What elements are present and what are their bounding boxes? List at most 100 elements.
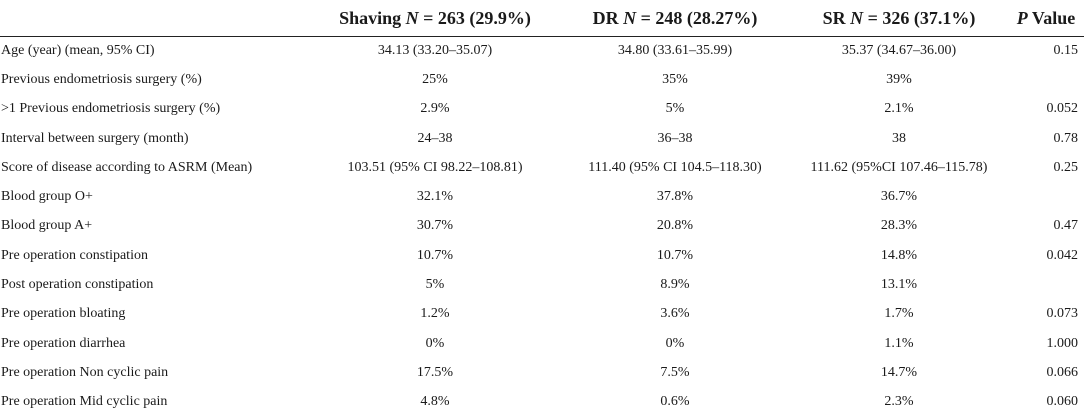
cell-sr: 14.8% [880, 247, 918, 263]
table-row: Blood group A+ 30.7% 20.8% 28.3% 0.47 [0, 212, 1084, 241]
cell-dr: 10.7% [656, 247, 694, 263]
header-row: Shaving N = 263 (29.9%) DR N = 248 (28.2… [0, 0, 1084, 36]
table-body: Age (year) (mean, 95% CI) 34.13 (33.20–35… [0, 36, 1084, 417]
header-shaving-count: = 263 (29.9%) [418, 7, 531, 28]
cell-dr: 7.5% [660, 364, 690, 380]
cell-sr: 13.1% [880, 277, 918, 293]
cell-p-value: 0.052 [1046, 101, 1079, 117]
cell-p-value [1008, 270, 1084, 299]
cell-shaving: 4.8% [420, 394, 450, 410]
cell-p-value: 0.073 [1046, 306, 1079, 322]
table-row: Interval between surgery (month) 24–38 36–… [0, 124, 1084, 153]
row-label: Pre operation Non cyclic pain [1, 364, 169, 380]
cell-dr: 36–38 [657, 130, 693, 146]
header-shaving-name: Shaving [339, 7, 402, 28]
cell-p-value: 0.78 [1053, 130, 1079, 146]
header-empty-cell [0, 0, 310, 36]
cell-p-value [1008, 65, 1084, 94]
header-dr-n: N [623, 7, 637, 28]
cell-dr: 34.80 (33.61–35.99) [617, 42, 733, 58]
cell-dr: 35% [662, 71, 688, 87]
table-row: Pre operation Mid cyclic pain 4.8% 0.6% 2.3… [0, 388, 1084, 417]
row-label: Age (year) (mean, 95% CI) [1, 42, 155, 58]
table-row: Previous endometriosis surgery (%) 25% 35%… [0, 65, 1084, 94]
row-label: Interval between surgery (month) [1, 130, 189, 146]
row-label: Post operation constipation [1, 277, 154, 293]
cell-sr: 1.7% [884, 306, 914, 322]
cell-p-value: 0.066 [1046, 364, 1079, 380]
table-row: Age (year) (mean, 95% CI) 34.13 (33.20–35… [0, 36, 1084, 65]
cell-p-value [1008, 182, 1084, 211]
table-row: Pre operation constipation 10.7% 10.7% 14.8… [0, 241, 1084, 270]
cell-dr: 111.40 (95% CI 104.5–118.30) [588, 159, 762, 175]
row-label: Blood group O+ [1, 189, 93, 205]
table-row: >1 Previous endometriosis surgery (%) 2.9… [0, 95, 1084, 124]
table-row: Pre operation bloating 1.2% 3.6% 1.7% 0.073 [0, 300, 1084, 329]
header-dr-name: DR [592, 7, 619, 28]
cell-shaving: 0% [425, 335, 445, 351]
cell-dr: 20.8% [656, 218, 694, 234]
cell-dr: 0.6% [660, 394, 690, 410]
header-shaving-n: N [405, 7, 419, 28]
row-label: Pre operation Mid cyclic pain [1, 394, 168, 410]
header-p-letter: P [1016, 7, 1028, 28]
cell-shaving: 30.7% [416, 218, 454, 234]
table-row: Post operation constipation 5% 8.9% 13.1% [0, 270, 1084, 299]
cell-dr: 0% [665, 335, 685, 351]
cell-sr: 14.7% [880, 364, 918, 380]
cell-sr: 35.37 (34.67–36.00) [841, 42, 957, 58]
cell-shaving: 1.2% [420, 306, 450, 322]
header-shaving: Shaving N = 263 (29.9%) [310, 0, 560, 36]
row-label: Score of disease according to ASRM (Mean… [1, 159, 253, 175]
cell-shaving: 103.51 (95% CI 98.22–108.81) [347, 159, 523, 175]
cell-shaving: 34.13 (33.20–35.07) [377, 42, 493, 58]
cell-dr: 5% [665, 101, 685, 117]
row-label: >1 Previous endometriosis surgery (%) [1, 101, 221, 117]
header-sr-count: = 326 (37.1%) [863, 7, 976, 28]
cell-p-value: 0.15 [1053, 42, 1079, 58]
row-label: Blood group A+ [1, 218, 93, 234]
cell-p-value: 0.25 [1053, 159, 1079, 175]
cell-shaving: 5% [425, 277, 445, 293]
cell-sr: 39% [886, 71, 912, 87]
header-sr-n: N [850, 7, 864, 28]
header-p-word: Value [1027, 7, 1076, 28]
cell-p-value: 1.000 [1046, 335, 1079, 351]
cell-dr: 37.8% [656, 189, 694, 205]
header-sr: SR N = 326 (37.1%) [790, 0, 1008, 36]
table-row: Blood group O+ 32.1% 37.8% 36.7% [0, 182, 1084, 211]
header-dr-count: = 248 (28.27%) [636, 7, 758, 28]
cell-sr: 38 [892, 130, 906, 146]
cell-dr: 8.9% [660, 277, 690, 293]
cell-p-value: 0.47 [1053, 218, 1079, 234]
cell-shaving: 32.1% [416, 189, 454, 205]
cell-p-value: 0.060 [1046, 394, 1079, 410]
cell-sr: 1.1% [884, 335, 914, 351]
cell-shaving: 17.5% [416, 364, 454, 380]
cell-sr: 111.62 (95%CI 107.46–115.78) [810, 159, 988, 175]
table-row: Pre operation diarrhea 0% 0% 1.1% 1.000 [0, 329, 1084, 358]
header-sr-name: SR [822, 7, 846, 28]
cell-shaving: 10.7% [416, 247, 454, 263]
header-p-value: P Value [1008, 0, 1084, 36]
cell-sr: 2.3% [884, 394, 914, 410]
header-dr: DR N = 248 (28.27%) [560, 0, 790, 36]
cell-dr: 3.6% [660, 306, 690, 322]
header-rule [0, 36, 1084, 37]
table-header: Shaving N = 263 (29.9%) DR N = 248 (28.2… [0, 0, 1084, 36]
row-label: Pre operation bloating [1, 306, 126, 322]
cell-shaving: 25% [422, 71, 448, 87]
cell-p-value: 0.042 [1046, 247, 1079, 263]
table-row: Pre operation Non cyclic pain 17.5% 7.5% 14… [0, 358, 1084, 387]
row-label: Pre operation diarrhea [1, 335, 126, 351]
table-row: Score of disease according to ASRM (Mean… [0, 153, 1084, 182]
row-label: Pre operation constipation [1, 247, 148, 263]
cell-sr: 28.3% [880, 218, 918, 234]
row-label: Previous endometriosis surgery (%) [1, 71, 202, 87]
cell-sr: 36.7% [880, 189, 918, 205]
cell-shaving: 24–38 [417, 130, 453, 146]
cell-sr: 2.1% [884, 101, 914, 117]
cell-shaving: 2.9% [420, 101, 450, 117]
